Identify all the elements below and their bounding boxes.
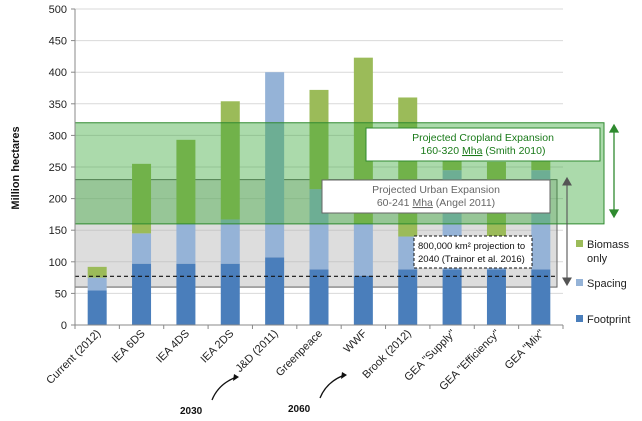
y-tick-label: 100 — [49, 257, 67, 269]
urban-title: Projected Urban Expansion — [372, 184, 500, 196]
legend-swatch-biomass — [576, 240, 583, 247]
legend-swatch-spacing — [576, 279, 583, 286]
urban-range-arrow — [562, 176, 572, 287]
legend-label-spacing: Spacing — [587, 278, 627, 290]
x-tick-label: IEA 4DS — [154, 328, 192, 366]
bar-spacing-6 — [353, 223, 373, 276]
reference-label-box: 800,000 km² projection to 2040 (Trainor … — [413, 235, 533, 269]
y-axis-label: Million hectares — [10, 126, 22, 209]
bar-biomass-only-1 — [132, 163, 152, 234]
cropland-label-box: Projected Cropland Expansion 160-320 Mha… — [365, 127, 601, 162]
legend-label-biomass-line1: Biomass — [587, 239, 630, 251]
y-tick-label: 350 — [49, 99, 67, 111]
bar-biomass-only-2 — [176, 139, 196, 224]
legend-swatch-footprint — [576, 315, 583, 322]
y-tick-label: 250 — [49, 162, 67, 174]
bar-footprint-8 — [442, 269, 462, 325]
bar-footprint-9 — [486, 269, 506, 325]
annotation-2030: 2030 — [180, 374, 239, 417]
bar-footprint-1 — [132, 263, 152, 325]
annotation-2060-label: 2060 — [288, 404, 311, 415]
legend-label-biomass-line2: only — [587, 253, 608, 265]
y-tick-label: 500 — [49, 4, 67, 16]
bar-footprint-2 — [176, 263, 196, 325]
y-tick-label: 300 — [49, 130, 67, 142]
bar-spacing-4 — [265, 72, 285, 258]
annotation-2060: 2060 — [288, 372, 347, 415]
bar-footprint-6 — [353, 275, 373, 325]
bar-footprint-10 — [531, 269, 551, 325]
reference-label-line1: 800,000 km² projection to — [418, 241, 525, 252]
cropland-title: Projected Cropland Expansion — [412, 132, 554, 144]
y-ticks: 0 50 100 150 200 250 300 350 400 450 500 — [49, 4, 75, 332]
legend: Biomass only Spacing Footprint — [576, 239, 630, 326]
legend-label-footprint: Footprint — [587, 314, 630, 326]
y-tick-label: 50 — [55, 288, 67, 300]
x-tick-label: GEA "Mix" — [503, 328, 547, 372]
bar-footprint-0 — [87, 290, 107, 325]
y-tick-label: 200 — [49, 194, 67, 206]
x-tick-label: IEA 2DS — [199, 328, 237, 366]
bar-spacing-1 — [132, 233, 152, 264]
y-tick-label: 450 — [49, 36, 67, 48]
urban-label-box: Projected Urban Expansion 60-241 Mha (An… — [321, 179, 551, 214]
bar-biomass-only-0 — [87, 266, 107, 278]
reference-label-line2: 2040 (Trainor et al. 2016) — [418, 254, 525, 265]
bar-spacing-0 — [87, 277, 107, 291]
y-tick-label: 400 — [49, 67, 67, 79]
x-tick-label: J&D (2011) — [234, 328, 281, 375]
x-tick-label: IEA 6DS — [110, 328, 148, 366]
urban-subtitle: 60-241 Mha (Angel 2011) — [377, 197, 495, 209]
x-tick-label: WWF — [342, 327, 370, 355]
bar-spacing-2 — [176, 223, 196, 264]
bar-biomass-only-3 — [220, 101, 240, 220]
bar-biomass-only-5 — [309, 89, 329, 190]
bar-spacing-7 — [398, 236, 418, 270]
x-tick-label: Greenpeace — [274, 328, 325, 379]
cropland-subtitle: 160-320 Mha (Smith 2010) — [421, 145, 546, 157]
bar-footprint-7 — [398, 269, 418, 325]
cropland-range-arrow — [608, 123, 620, 219]
y-tick-label: 150 — [49, 225, 67, 237]
y-tick-label: 0 — [61, 320, 67, 332]
bar-footprint-3 — [220, 263, 240, 325]
bar-footprint-4 — [265, 257, 285, 325]
bar-spacing-3 — [220, 219, 240, 264]
x-tick-label: Current (2012) — [44, 328, 103, 387]
bar-footprint-5 — [309, 269, 329, 325]
annotation-2030-label: 2030 — [180, 406, 203, 417]
